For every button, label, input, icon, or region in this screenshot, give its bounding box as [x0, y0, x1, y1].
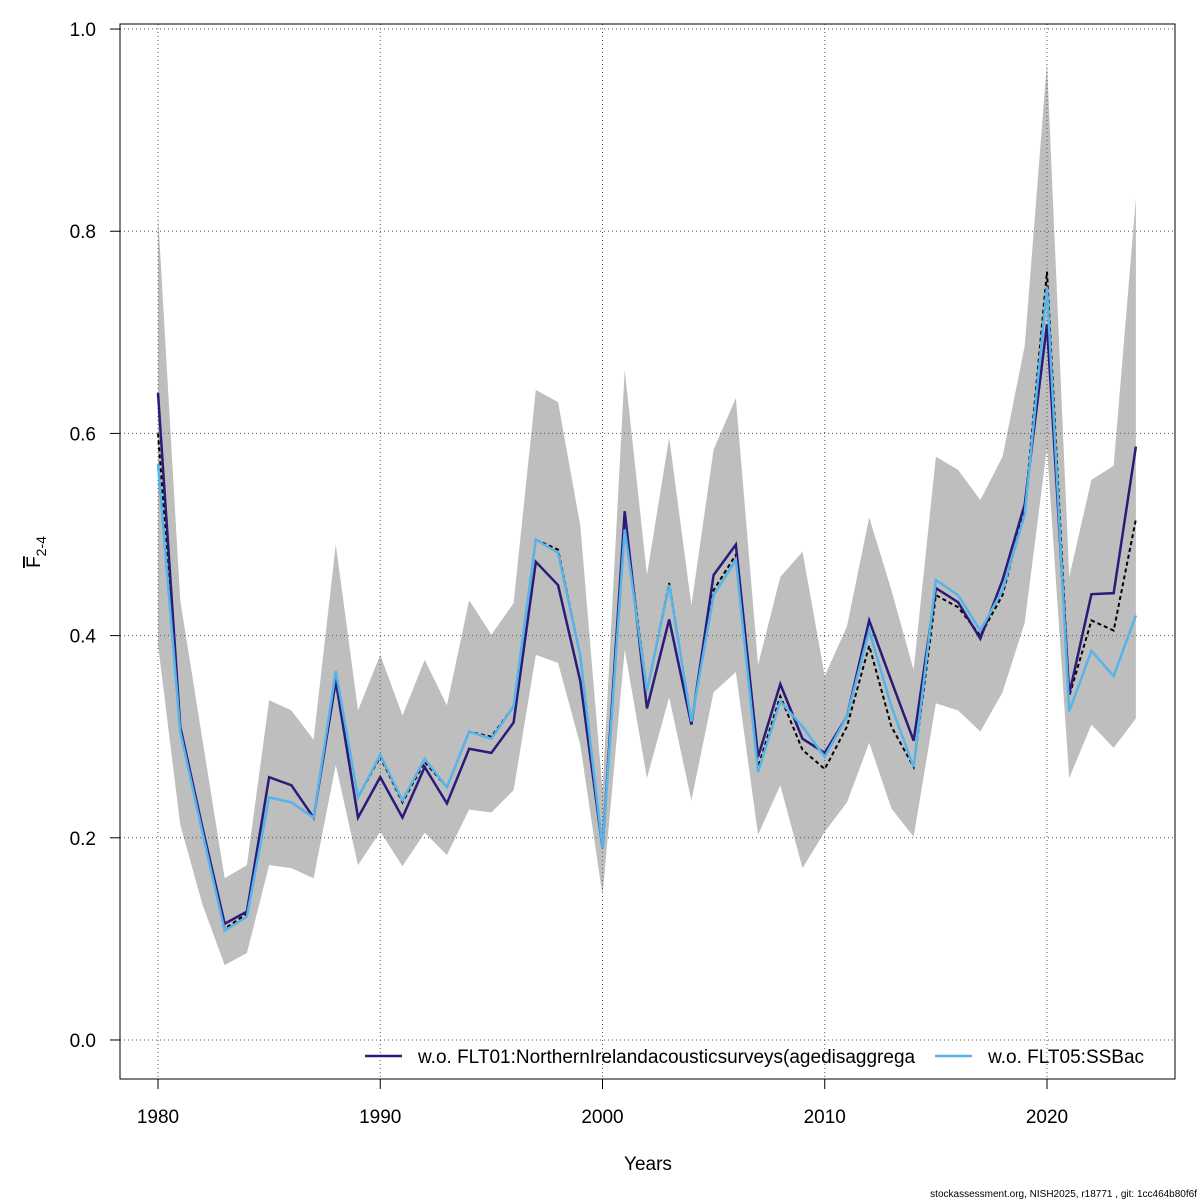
x-tick-label: 1980	[137, 1107, 179, 1128]
plot-border	[119, 23, 1176, 1080]
x-tick-label: 2010	[804, 1107, 846, 1128]
plot-area: w.o. FLT01:NorthernIrelandacousticsurvey…	[120, 24, 1175, 1079]
y-tick-label: 0.4	[70, 627, 97, 648]
y-label-sub: 2-4	[33, 536, 49, 556]
y-tick-label: 0.6	[70, 424, 96, 445]
y-label-main: F	[24, 556, 45, 568]
legend-label: w.o. FLT01:NorthernIrelandacousticsurvey…	[417, 1047, 916, 1068]
y-tick-label: 1.0	[70, 20, 96, 41]
y-tick-label: 0.8	[70, 222, 96, 243]
y-tick-label: 0.2	[70, 829, 96, 850]
x-axis-label: Years	[624, 1154, 672, 1175]
x-tick-label: 1990	[359, 1107, 401, 1128]
y-axis-label: F2-4	[24, 536, 49, 568]
y-tick-label: 0.0	[70, 1031, 96, 1052]
series-line	[156, 286, 1138, 933]
x-tick-label: 2000	[581, 1107, 623, 1128]
legend-label: w.o. FLT05:SSBac	[987, 1047, 1144, 1068]
confidence-band	[158, 62, 1136, 966]
x-tick-label: 2020	[1026, 1107, 1068, 1128]
footer: stockassessment.org, NISH2025, r18771 , …	[930, 1189, 1197, 1200]
